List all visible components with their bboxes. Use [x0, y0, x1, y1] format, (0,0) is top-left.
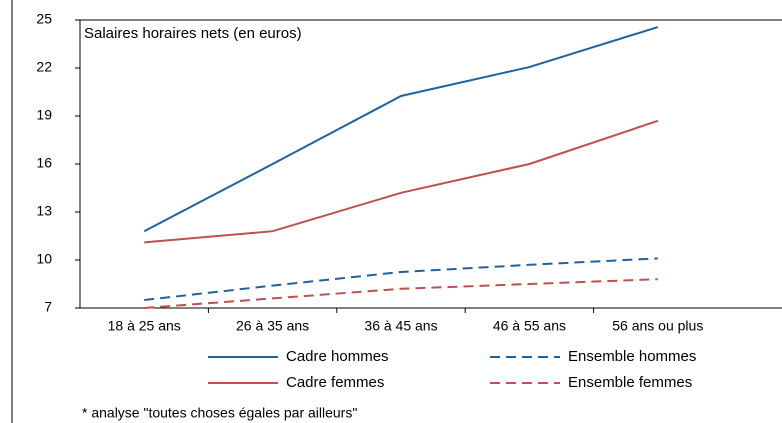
- series-line: [144, 278, 658, 309]
- y-tick-label: 13: [36, 203, 52, 219]
- legend-label: Cadre femmes: [286, 374, 384, 391]
- y-tick-label: 19: [36, 107, 52, 123]
- series-line: [143, 26, 659, 233]
- x-tick-label: 46 à 55 ans: [493, 318, 566, 334]
- y-tick-label: 22: [36, 59, 52, 75]
- legend-label: Cadre hommes: [286, 348, 389, 365]
- x-tick-label: 36 à 45 ans: [364, 318, 437, 334]
- y-tick-label: 25: [36, 11, 52, 27]
- annotation: Salaires horaires nets (en euros): [84, 25, 302, 42]
- y-tick-label: 7: [44, 299, 52, 315]
- x-tick-label: 18 à 25 ans: [108, 318, 181, 334]
- series-line: [144, 257, 658, 301]
- legend-label: Ensemble femmes: [568, 374, 692, 391]
- series-line: [144, 119, 659, 244]
- y-tick-label: 16: [36, 155, 52, 171]
- y-tick-label: 10: [36, 251, 52, 267]
- legend-label: Ensemble hommes: [568, 348, 696, 365]
- footnote: * analyse "toutes choses égales par aill…: [82, 405, 357, 421]
- x-tick-label: 26 à 35 ans: [236, 318, 309, 334]
- x-tick-label: 56 ans ou plus: [612, 318, 703, 334]
